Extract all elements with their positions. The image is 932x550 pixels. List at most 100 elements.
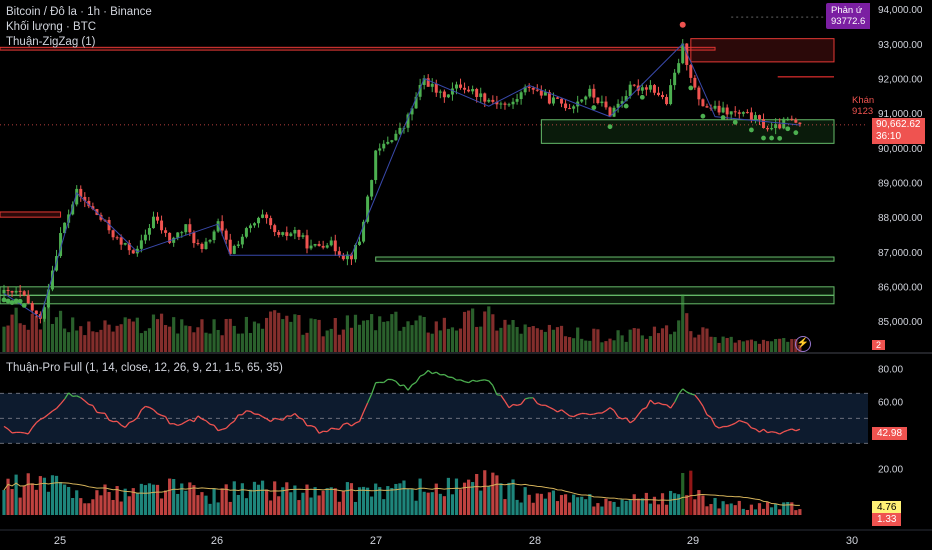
volume-histogram-bar — [531, 502, 535, 515]
candle-body — [580, 99, 584, 102]
volume-bar — [693, 337, 697, 352]
volume-histogram-bar — [337, 501, 341, 515]
candle-body — [14, 290, 18, 293]
candle-body — [248, 225, 252, 229]
volume-histogram-bar — [212, 488, 216, 515]
volume-bar — [252, 321, 257, 352]
signal-dot-green — [5, 298, 11, 304]
volume-badge: 2 — [872, 340, 886, 350]
osc-segment — [573, 414, 578, 418]
volume-bar — [725, 337, 729, 352]
volume-bar — [22, 324, 26, 352]
price-tick-label: 94,000.00 — [878, 5, 923, 16]
osc-segment — [714, 425, 720, 429]
osc-segment — [351, 422, 356, 427]
candle-body — [547, 92, 551, 104]
volume-bar — [366, 320, 370, 352]
volume-histogram-bar — [192, 485, 196, 515]
osc-segment — [468, 379, 473, 384]
volume-bar — [640, 335, 644, 352]
volume-histogram-bar — [256, 484, 261, 515]
volume-histogram-bar — [46, 491, 51, 515]
osc-segment — [217, 428, 223, 432]
volume-bar — [527, 327, 531, 352]
volume-histogram-bar — [620, 499, 624, 515]
volume-bar — [438, 330, 442, 352]
candle-body — [301, 235, 305, 237]
osc-segment — [642, 407, 647, 410]
candle-body — [430, 83, 434, 87]
symbol-title[interactable]: Bitcoin / Đô la · 1h · Binance — [6, 6, 152, 18]
volume-bar — [446, 328, 450, 352]
candle-body — [297, 229, 301, 237]
candle-body — [471, 89, 475, 92]
candle-body — [406, 114, 410, 128]
osc-segment — [367, 393, 373, 404]
volume-bar — [357, 324, 362, 352]
candle-body — [608, 107, 612, 117]
volume-bar — [426, 332, 430, 352]
volume-histogram-bar — [539, 493, 543, 515]
osc-segment — [3, 425, 9, 430]
lightning-icon[interactable]: ⚡ — [795, 336, 811, 352]
volume-bar — [551, 329, 556, 352]
volume-histogram-bar — [786, 502, 790, 515]
volume-histogram-bar — [79, 498, 83, 515]
volume-histogram-bar — [22, 485, 26, 515]
volume-histogram-bar — [349, 483, 354, 515]
osc-segment — [565, 412, 570, 417]
osc-segment — [674, 393, 680, 403]
volume-bar — [547, 324, 551, 352]
candle-body — [212, 231, 216, 241]
osc-segment — [165, 416, 171, 425]
candle-body — [329, 240, 333, 246]
candle-body — [616, 103, 620, 108]
candle-body — [503, 103, 507, 105]
volume-histogram-bar — [176, 493, 180, 515]
khan-text: Khán — [852, 95, 875, 106]
volume-histogram-bar — [555, 501, 560, 515]
volume-histogram-bar — [749, 504, 753, 515]
volume-bar — [79, 326, 83, 352]
candle-timer: 36:10 — [876, 131, 902, 142]
osc-segment — [625, 417, 631, 424]
candle-body — [269, 218, 273, 226]
candle-body — [661, 95, 665, 98]
osc-title[interactable]: Thuận-Pro Full (1, 14, close, 12, 26, 9,… — [6, 362, 283, 374]
volume-bar — [414, 320, 418, 352]
candle-body — [293, 229, 297, 234]
candle-body — [519, 92, 523, 100]
volume-bar — [770, 341, 774, 352]
candle-body — [721, 107, 725, 113]
price-tick-label: 90,000.00 — [878, 144, 923, 155]
zigzag-title[interactable]: Thuận-ZigZag (1) — [6, 36, 96, 48]
candle-body — [588, 88, 592, 97]
volume-histogram-bar — [507, 482, 511, 515]
candle-body — [115, 237, 119, 239]
osc-segment — [246, 410, 251, 412]
volume-histogram-bar — [442, 496, 446, 515]
volume-bar — [717, 342, 721, 352]
alert-tag[interactable]: Phản ứ 93772.6 — [826, 3, 871, 29]
volume-histogram-bar — [446, 477, 450, 515]
volume-histogram-bar — [656, 504, 661, 515]
candle-body — [135, 248, 139, 254]
candle-body — [515, 99, 519, 102]
osc-segment — [233, 414, 239, 422]
volume-histogram-bar — [495, 475, 499, 515]
candle-body — [313, 244, 317, 246]
signal-dot-green — [17, 298, 23, 304]
candle-body — [450, 88, 454, 95]
price-tick-label: 87,000.00 — [878, 248, 923, 259]
volume-bar — [531, 326, 535, 352]
volume-bar — [236, 333, 240, 352]
volume-histogram-bar — [491, 472, 495, 515]
volume-bar — [479, 326, 483, 352]
volume-title[interactable]: Khối lượng · BTC — [6, 21, 97, 33]
osc-segment — [371, 382, 377, 395]
candle-body — [624, 96, 628, 102]
osc-segment — [145, 405, 150, 409]
volume-histogram-bar — [660, 493, 665, 515]
osc-segment — [24, 432, 29, 435]
